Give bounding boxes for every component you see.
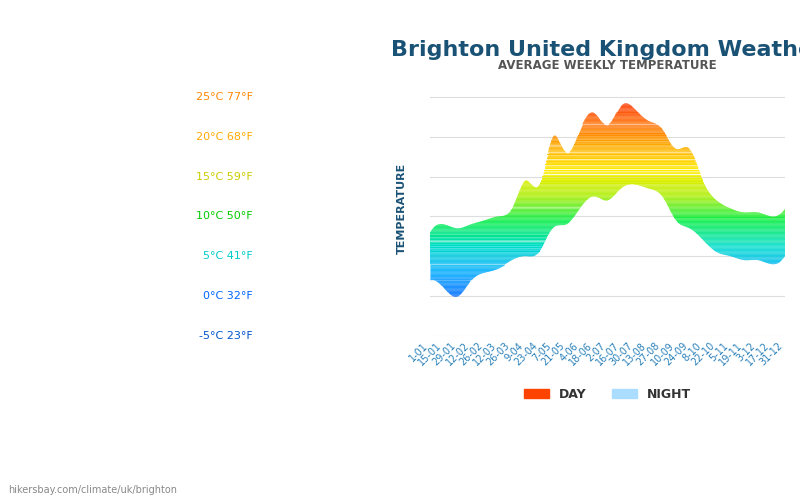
Text: 5°C 41°F: 5°C 41°F — [202, 251, 253, 261]
Text: -5°C 23°F: -5°C 23°F — [198, 331, 253, 341]
Text: 0°C 32°F: 0°C 32°F — [202, 291, 253, 301]
Text: TEMPERATURE: TEMPERATURE — [397, 163, 406, 254]
Title: Brighton United Kingdom Weather: Brighton United Kingdom Weather — [391, 40, 800, 60]
Text: 20°C 68°F: 20°C 68°F — [196, 132, 253, 141]
Text: 25°C 77°F: 25°C 77°F — [195, 92, 253, 102]
Text: 10°C 50°F: 10°C 50°F — [196, 212, 253, 222]
Text: hikersbay.com/climate/uk/brighton: hikersbay.com/climate/uk/brighton — [8, 485, 177, 495]
Legend: DAY, NIGHT: DAY, NIGHT — [519, 383, 696, 406]
Text: AVERAGE WEEKLY TEMPERATURE: AVERAGE WEEKLY TEMPERATURE — [498, 59, 717, 72]
Text: 15°C 59°F: 15°C 59°F — [196, 172, 253, 181]
